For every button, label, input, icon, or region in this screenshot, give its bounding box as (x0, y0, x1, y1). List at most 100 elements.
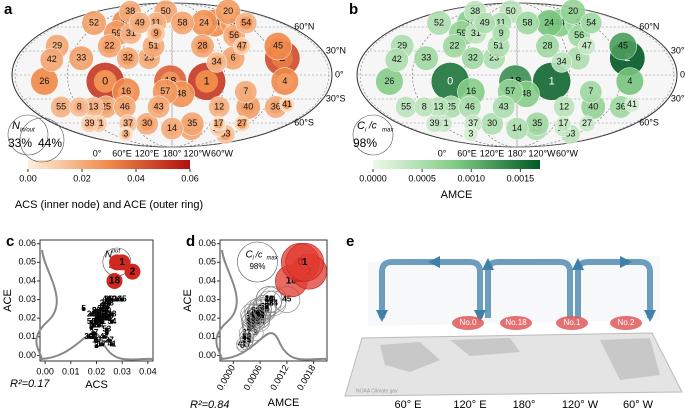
lon-label: 120° W (562, 399, 599, 411)
x-tick-label: 0.00 (36, 366, 54, 376)
lon-label: 180° (513, 399, 536, 411)
lon-tick-label: 120°E (480, 148, 505, 158)
node-label: 1 (549, 75, 555, 87)
node-label: 36 (616, 101, 626, 111)
node-label: 22 (449, 41, 459, 51)
node-label: 9 (499, 28, 504, 38)
y-axis-label: ACE (2, 289, 14, 312)
x-axis-label: AMCE (268, 397, 300, 409)
colorbar-tick-label: 0.0000 (359, 173, 387, 183)
credit: NOAA Climate.gov (356, 388, 398, 394)
lon-label: 120° E (453, 399, 486, 411)
colorbar-tick-label: 0.00 (19, 173, 37, 183)
annotation: R²=0.84 (190, 399, 229, 411)
node-label: 26 (384, 76, 394, 86)
node-label: 52 (89, 17, 99, 27)
colorbar-tick-label: 0.0015 (507, 173, 535, 183)
lon-label: 60° W (623, 399, 654, 411)
colorbar-tick-label: 0.02 (73, 173, 91, 183)
map-panel: b60°N30°N0°30°S60°S0°60°E120°E180°120°W6… (349, 0, 685, 201)
node-label: 4 (627, 76, 632, 86)
lon-tick-label: 60°W (211, 148, 234, 158)
node-label: 7 (243, 86, 248, 96)
node-label: 33 (421, 53, 431, 63)
note-value: 44% (38, 136, 62, 150)
node-label: 45 (273, 41, 283, 51)
panel-label: a (4, 1, 13, 18)
note-sup: out (112, 249, 121, 255)
node-label: 0 (102, 75, 108, 87)
lat-tick-label: 30°S (671, 93, 685, 103)
y-tick-label: 0.00 (18, 350, 36, 360)
wall (368, 256, 660, 326)
note-symbol: C (357, 120, 365, 132)
node-label: 41 (282, 99, 292, 109)
y-tick-label: 0.03 (18, 294, 36, 304)
note-mid: /c (254, 249, 263, 259)
node-label: 57 (160, 86, 170, 96)
node-label: 39 (85, 118, 95, 128)
colorbar-tick-label: 0.0005 (408, 173, 436, 183)
node-label: 13 (88, 101, 98, 111)
node-label: 54 (241, 17, 251, 27)
x-tick-label: 0.0006 (241, 363, 263, 392)
x-tick-label: 0.0018 (295, 363, 317, 392)
node-label: 6 (576, 53, 581, 63)
node-label: 12 (214, 101, 224, 111)
node-label: 20 (223, 6, 233, 16)
note-value: 33% (8, 136, 32, 150)
node-label: 14 (512, 123, 522, 133)
lat-tick-label: 60°N (294, 21, 314, 31)
node-label: 24 (199, 17, 209, 27)
lon-tick-label: 120°W (183, 148, 211, 158)
note-sub: i (365, 128, 367, 134)
y-tick-label: 0.02 (18, 313, 36, 323)
y-tick-label: 0.05 (18, 257, 36, 267)
colorbar (373, 160, 540, 169)
node-label: 47 (582, 41, 592, 51)
node-label: 43 (154, 101, 164, 111)
x-tick-label: 0.01 (62, 366, 80, 376)
node-label: 42 (47, 54, 57, 64)
colorbar-tick-label: 0.04 (127, 173, 145, 183)
node-label: 17 (558, 118, 568, 128)
y-tick-label: 0.04 (198, 275, 216, 285)
node-label: No.1 (564, 318, 581, 327)
y-tick-label: 0.05 (198, 257, 216, 267)
x-axis-label: ACS (85, 379, 108, 391)
node-label: 43 (499, 101, 509, 111)
note-sub: max (382, 128, 394, 134)
node-label: 14 (167, 123, 177, 133)
node-label: 39 (430, 118, 440, 128)
point-label: 44 (265, 295, 274, 304)
y-tick-label: 0.02 (198, 313, 216, 323)
y-axis-label: ACE (182, 289, 194, 312)
note-mid: /c (368, 121, 377, 132)
node-label: 8 (422, 101, 427, 111)
node-label: No.2 (618, 318, 635, 327)
node-label: 16 (466, 86, 476, 96)
node-label: 42 (392, 54, 402, 64)
colorbar-label: AMCE (441, 189, 473, 201)
node-label: 49 (135, 17, 145, 27)
note-value: 98% (353, 136, 377, 150)
point-label: 5 (81, 304, 86, 313)
node-label: 58 (178, 17, 188, 27)
lon-tick-label: 180° (163, 148, 182, 158)
lon-tick-label: 60°W (556, 148, 579, 158)
panel-label: b (349, 1, 358, 18)
y-tick-label: 0.00 (198, 350, 216, 360)
node-label: 41 (627, 99, 637, 109)
node-label: 46 (120, 101, 130, 111)
node-label: 35 (532, 118, 542, 128)
annotation: R²=0.17 (10, 378, 50, 390)
node-label: 13 (433, 101, 443, 111)
lat-tick-label: 30°N (326, 45, 346, 55)
panel-label: e (346, 233, 354, 250)
point-label: 2 (130, 266, 136, 277)
lat-tick-label: 60°S (294, 117, 314, 127)
node-label: 22 (104, 41, 114, 51)
colorbar (28, 160, 190, 169)
